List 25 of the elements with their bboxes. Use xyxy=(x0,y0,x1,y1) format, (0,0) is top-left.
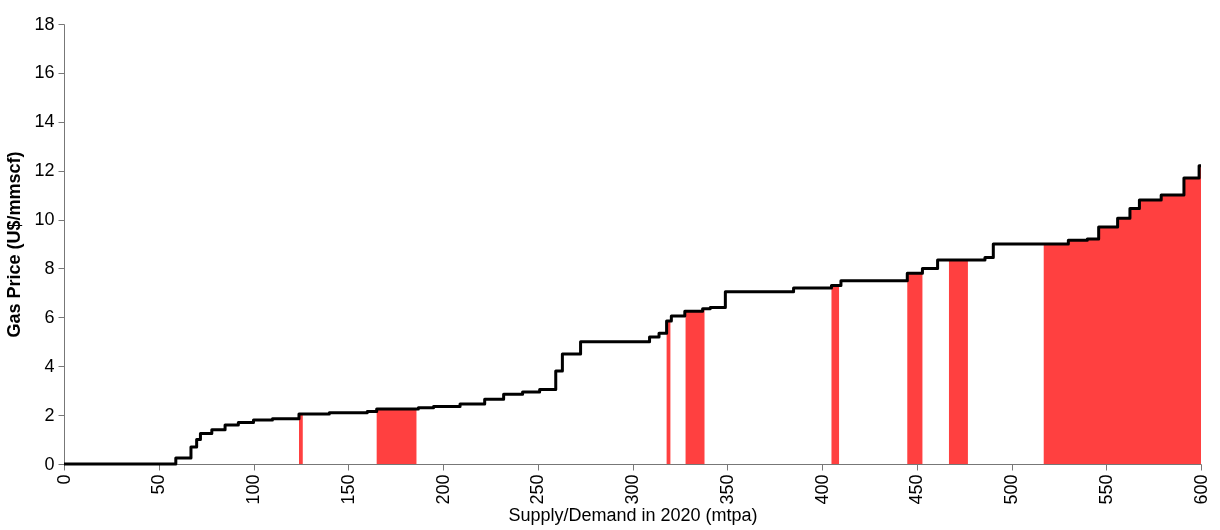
x-tick-label: 150 xyxy=(337,474,358,505)
y-tick-label: 6 xyxy=(44,306,55,327)
y-tick-label: 10 xyxy=(34,209,55,230)
y-tick-label: 14 xyxy=(34,111,55,132)
x-tick-label: 550 xyxy=(1095,474,1116,505)
x-tick-label: 0 xyxy=(53,474,74,485)
x-tick-label: 250 xyxy=(527,474,548,505)
x-tick-label: 200 xyxy=(432,474,453,505)
x-tick-label: 600 xyxy=(1190,474,1211,505)
y-tick-label: 2 xyxy=(44,404,55,425)
y-tick-label: 4 xyxy=(44,355,55,376)
x-tick-label: 50 xyxy=(148,474,169,495)
x-tick-label: 450 xyxy=(906,474,927,505)
x-tick-label: 400 xyxy=(811,474,832,505)
x-tick-label: 500 xyxy=(1001,474,1021,505)
y-tick-label: 12 xyxy=(34,160,55,181)
x-axis-title: Supply/Demand in 2020 (mtpa) xyxy=(508,504,758,525)
y-tick-label: 18 xyxy=(34,13,55,34)
x-tick-label: 350 xyxy=(716,474,737,505)
x-tick-label: 300 xyxy=(622,474,642,505)
y-tick-label: 16 xyxy=(34,62,55,83)
x-tick-label: 100 xyxy=(243,474,263,505)
y-axis-title: Gas Price (U$/mmscf) xyxy=(4,151,25,338)
y-tick-label: 0 xyxy=(44,453,55,474)
y-tick-label: 8 xyxy=(44,257,55,278)
